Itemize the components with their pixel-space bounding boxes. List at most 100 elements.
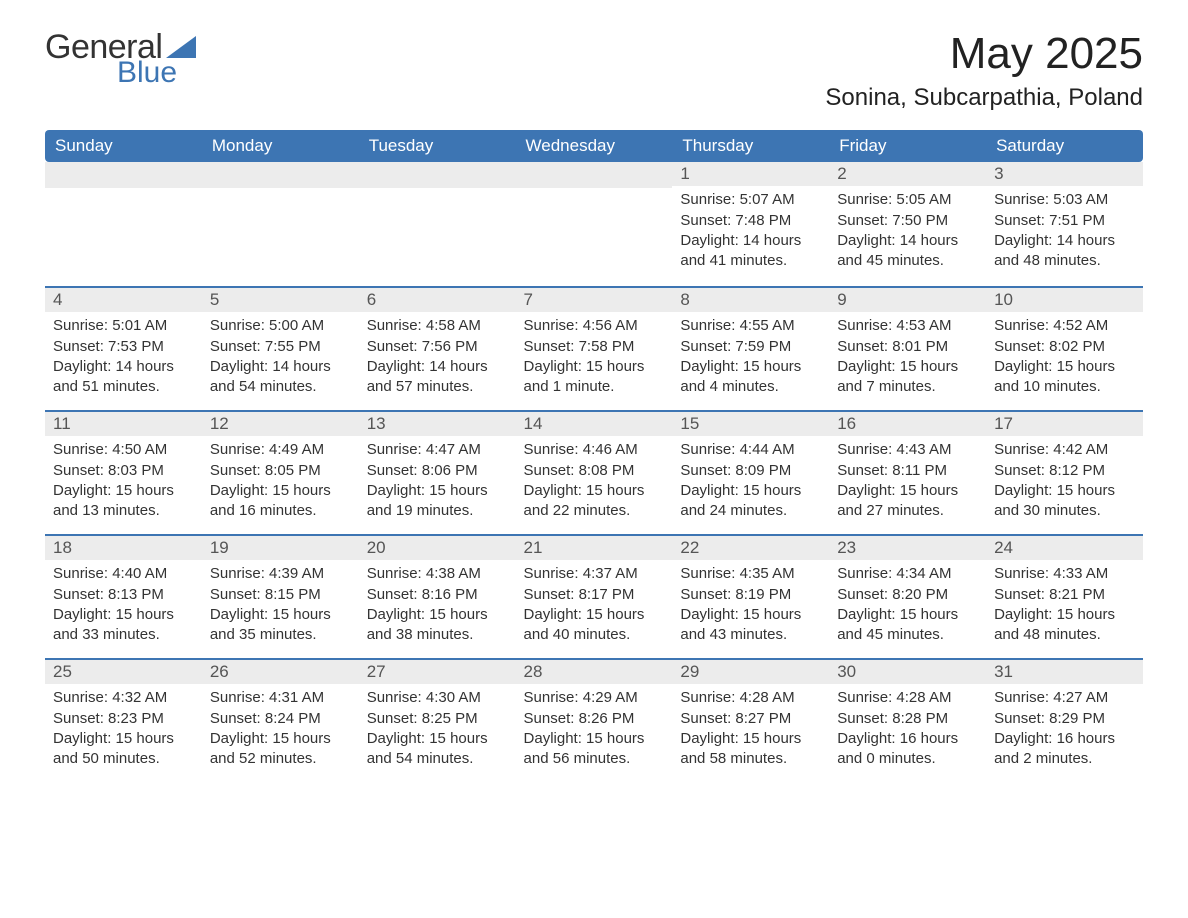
- daylight-line: Daylight: 15 hours and 24 minutes.: [680, 481, 821, 522]
- day-details: Sunrise: 4:28 AMSunset: 8:27 PMDaylight:…: [672, 684, 829, 769]
- daylight-line: Daylight: 15 hours and 22 minutes.: [524, 481, 665, 522]
- day-cell: 19Sunrise: 4:39 AMSunset: 8:15 PMDayligh…: [202, 534, 359, 658]
- day-details: Sunrise: 4:35 AMSunset: 8:19 PMDaylight:…: [672, 560, 829, 645]
- sunrise-line: Sunrise: 5:01 AM: [53, 316, 194, 336]
- day-details: Sunrise: 4:39 AMSunset: 8:15 PMDaylight:…: [202, 560, 359, 645]
- sunset-line: Sunset: 8:27 PM: [680, 709, 821, 729]
- calendar-row: 18Sunrise: 4:40 AMSunset: 8:13 PMDayligh…: [45, 534, 1143, 658]
- daylight-line: Daylight: 15 hours and 50 minutes.: [53, 729, 194, 770]
- sunset-line: Sunset: 7:48 PM: [680, 211, 821, 231]
- daylight-line: Daylight: 15 hours and 4 minutes.: [680, 357, 821, 398]
- day-details: Sunrise: 4:38 AMSunset: 8:16 PMDaylight:…: [359, 560, 516, 645]
- sunset-line: Sunset: 7:55 PM: [210, 337, 351, 357]
- sunrise-line: Sunrise: 4:40 AM: [53, 564, 194, 584]
- sunset-line: Sunset: 8:01 PM: [837, 337, 978, 357]
- day-number: 21: [516, 534, 673, 560]
- day-details: Sunrise: 4:46 AMSunset: 8:08 PMDaylight:…: [516, 436, 673, 521]
- sunrise-line: Sunrise: 5:05 AM: [837, 190, 978, 210]
- day-number: 29: [672, 658, 829, 684]
- day-number: 8: [672, 286, 829, 312]
- weekday-header: Wednesday: [516, 130, 673, 162]
- day-cell: 28Sunrise: 4:29 AMSunset: 8:26 PMDayligh…: [516, 658, 673, 782]
- day-cell: 18Sunrise: 4:40 AMSunset: 8:13 PMDayligh…: [45, 534, 202, 658]
- sunrise-line: Sunrise: 4:46 AM: [524, 440, 665, 460]
- daylight-line: Daylight: 14 hours and 57 minutes.: [367, 357, 508, 398]
- daylight-line: Daylight: 15 hours and 35 minutes.: [210, 605, 351, 646]
- sunrise-line: Sunrise: 4:42 AM: [994, 440, 1135, 460]
- day-number: 3: [986, 162, 1143, 186]
- weekday-header-row: SundayMondayTuesdayWednesdayThursdayFrid…: [45, 130, 1143, 162]
- sunset-line: Sunset: 8:16 PM: [367, 585, 508, 605]
- daylight-line: Daylight: 15 hours and 56 minutes.: [524, 729, 665, 770]
- day-cell: 5Sunrise: 5:00 AMSunset: 7:55 PMDaylight…: [202, 286, 359, 410]
- day-details: Sunrise: 4:43 AMSunset: 8:11 PMDaylight:…: [829, 436, 986, 521]
- sunrise-line: Sunrise: 4:30 AM: [367, 688, 508, 708]
- day-cell: 29Sunrise: 4:28 AMSunset: 8:27 PMDayligh…: [672, 658, 829, 782]
- sunrise-line: Sunrise: 4:28 AM: [837, 688, 978, 708]
- day-cell: 4Sunrise: 5:01 AMSunset: 7:53 PMDaylight…: [45, 286, 202, 410]
- daylight-line: Daylight: 15 hours and 16 minutes.: [210, 481, 351, 522]
- day-cell: 21Sunrise: 4:37 AMSunset: 8:17 PMDayligh…: [516, 534, 673, 658]
- sunrise-line: Sunrise: 4:55 AM: [680, 316, 821, 336]
- day-number: 5: [202, 286, 359, 312]
- day-number: 23: [829, 534, 986, 560]
- day-cell: 3Sunrise: 5:03 AMSunset: 7:51 PMDaylight…: [986, 162, 1143, 286]
- logo: General Blue: [45, 30, 196, 88]
- day-number: 18: [45, 534, 202, 560]
- day-cell: 24Sunrise: 4:33 AMSunset: 8:21 PMDayligh…: [986, 534, 1143, 658]
- sunset-line: Sunset: 8:20 PM: [837, 585, 978, 605]
- day-number: 22: [672, 534, 829, 560]
- calendar-table: SundayMondayTuesdayWednesdayThursdayFrid…: [45, 130, 1143, 782]
- weekday-header: Saturday: [986, 130, 1143, 162]
- sunrise-line: Sunrise: 4:27 AM: [994, 688, 1135, 708]
- sunset-line: Sunset: 8:12 PM: [994, 461, 1135, 481]
- day-cell: 8 Sunrise: 4:55 AMSunset: 7:59 PMDaylight…: [672, 286, 829, 410]
- empty-cell: [202, 162, 359, 286]
- daylight-line: Daylight: 15 hours and 10 minutes.: [994, 357, 1135, 398]
- calendar-body: 1Sunrise: 5:07 AMSunset: 7:48 PMDaylight…: [45, 162, 1143, 782]
- day-number: 11: [45, 410, 202, 436]
- day-number: 14: [516, 410, 673, 436]
- sunrise-line: Sunrise: 4:49 AM: [210, 440, 351, 460]
- sunset-line: Sunset: 8:17 PM: [524, 585, 665, 605]
- sunset-line: Sunset: 8:26 PM: [524, 709, 665, 729]
- daylight-line: Daylight: 15 hours and 38 minutes.: [367, 605, 508, 646]
- daylight-line: Daylight: 14 hours and 41 minutes.: [680, 231, 821, 272]
- day-cell: 23 Sunrise: 4:34 AMSunset: 8:20 PMDayligh…: [829, 534, 986, 658]
- sunset-line: Sunset: 8:06 PM: [367, 461, 508, 481]
- sunset-line: Sunset: 7:59 PM: [680, 337, 821, 357]
- day-details: Sunrise: 4:37 AMSunset: 8:17 PMDaylight:…: [516, 560, 673, 645]
- day-details: Sunrise: 4:40 AMSunset: 8:13 PMDaylight:…: [45, 560, 202, 645]
- day-number: 30: [829, 658, 986, 684]
- daylight-line: Daylight: 15 hours and 45 minutes.: [837, 605, 978, 646]
- weekday-header: Tuesday: [359, 130, 516, 162]
- sunrise-line: Sunrise: 4:38 AM: [367, 564, 508, 584]
- day-cell: 10Sunrise: 4:52 AMSunset: 8:02 PMDayligh…: [986, 286, 1143, 410]
- sunset-line: Sunset: 8:23 PM: [53, 709, 194, 729]
- day-number: 9: [829, 286, 986, 312]
- sunrise-line: Sunrise: 4:28 AM: [680, 688, 821, 708]
- calendar-row: 25Sunrise: 4:32 AMSunset: 8:23 PMDayligh…: [45, 658, 1143, 782]
- day-cell: 1Sunrise: 5:07 AMSunset: 7:48 PMDaylight…: [672, 162, 829, 286]
- day-cell: 12 Sunrise: 4:49 AMSunset: 8:05 PMDayligh…: [202, 410, 359, 534]
- day-details: Sunrise: 4:28 AMSunset: 8:28 PMDaylight:…: [829, 684, 986, 769]
- daylight-line: Daylight: 14 hours and 45 minutes.: [837, 231, 978, 272]
- weekday-header: Friday: [829, 130, 986, 162]
- sunset-line: Sunset: 7:50 PM: [837, 211, 978, 231]
- sunset-line: Sunset: 8:25 PM: [367, 709, 508, 729]
- daylight-line: Daylight: 15 hours and 52 minutes.: [210, 729, 351, 770]
- day-number: 1: [672, 162, 829, 186]
- daylight-line: Daylight: 15 hours and 19 minutes.: [367, 481, 508, 522]
- calendar-row: 1Sunrise: 5:07 AMSunset: 7:48 PMDaylight…: [45, 162, 1143, 286]
- day-details: Sunrise: 5:01 AMSunset: 7:53 PMDaylight:…: [45, 312, 202, 397]
- sunset-line: Sunset: 7:51 PM: [994, 211, 1135, 231]
- empty-cell: [516, 162, 673, 286]
- day-number: 2: [829, 162, 986, 186]
- sunrise-line: Sunrise: 4:34 AM: [837, 564, 978, 584]
- day-number: 12: [202, 410, 359, 436]
- sunset-line: Sunset: 8:02 PM: [994, 337, 1135, 357]
- daylight-line: Daylight: 15 hours and 7 minutes.: [837, 357, 978, 398]
- sunset-line: Sunset: 8:05 PM: [210, 461, 351, 481]
- day-cell: 17Sunrise: 4:42 AMSunset: 8:12 PMDayligh…: [986, 410, 1143, 534]
- title-block: May 2025 Sonina, Subcarpathia, Poland: [825, 30, 1143, 112]
